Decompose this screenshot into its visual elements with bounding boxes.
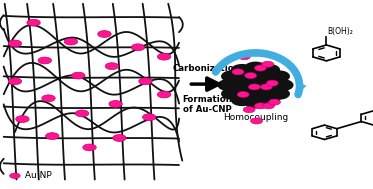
Circle shape — [251, 118, 263, 124]
Circle shape — [10, 173, 20, 178]
Text: Formation: Formation — [182, 95, 232, 105]
Circle shape — [243, 107, 255, 113]
Circle shape — [269, 99, 280, 105]
Circle shape — [248, 84, 260, 90]
Circle shape — [27, 19, 40, 26]
Circle shape — [232, 69, 244, 75]
Circle shape — [75, 110, 89, 117]
Circle shape — [131, 44, 145, 51]
Circle shape — [218, 80, 239, 90]
Circle shape — [245, 62, 266, 73]
Circle shape — [268, 71, 289, 82]
Circle shape — [245, 97, 266, 108]
Circle shape — [258, 95, 279, 105]
Circle shape — [232, 65, 253, 75]
Circle shape — [272, 80, 293, 90]
Circle shape — [8, 40, 22, 47]
Circle shape — [139, 78, 152, 85]
Circle shape — [222, 71, 243, 82]
Text: of Au-CNP: of Au-CNP — [183, 105, 231, 114]
Text: B(OH)₂: B(OH)₂ — [327, 27, 353, 36]
Circle shape — [254, 103, 266, 109]
Circle shape — [98, 31, 111, 37]
Circle shape — [262, 61, 274, 67]
Circle shape — [254, 65, 266, 71]
Circle shape — [238, 54, 250, 60]
Circle shape — [232, 95, 253, 105]
Circle shape — [263, 103, 275, 109]
Circle shape — [83, 144, 96, 151]
Circle shape — [8, 78, 22, 85]
Circle shape — [237, 91, 249, 98]
Circle shape — [157, 91, 171, 98]
Circle shape — [38, 57, 51, 64]
Circle shape — [222, 88, 243, 99]
Circle shape — [113, 135, 126, 141]
Circle shape — [258, 65, 279, 75]
Text: Homocoupling: Homocoupling — [223, 113, 288, 122]
Circle shape — [64, 38, 78, 45]
Circle shape — [72, 72, 85, 79]
Circle shape — [260, 84, 272, 90]
Circle shape — [105, 63, 119, 70]
Circle shape — [268, 88, 289, 99]
Circle shape — [46, 133, 59, 139]
Circle shape — [142, 114, 156, 121]
Text: Carbonization: Carbonization — [173, 64, 241, 73]
Circle shape — [42, 95, 55, 102]
Ellipse shape — [225, 65, 286, 105]
Circle shape — [16, 116, 29, 122]
Circle shape — [266, 80, 278, 86]
Circle shape — [109, 101, 122, 107]
Circle shape — [245, 73, 257, 79]
Text: Au NP: Au NP — [22, 171, 51, 180]
Circle shape — [157, 53, 171, 60]
